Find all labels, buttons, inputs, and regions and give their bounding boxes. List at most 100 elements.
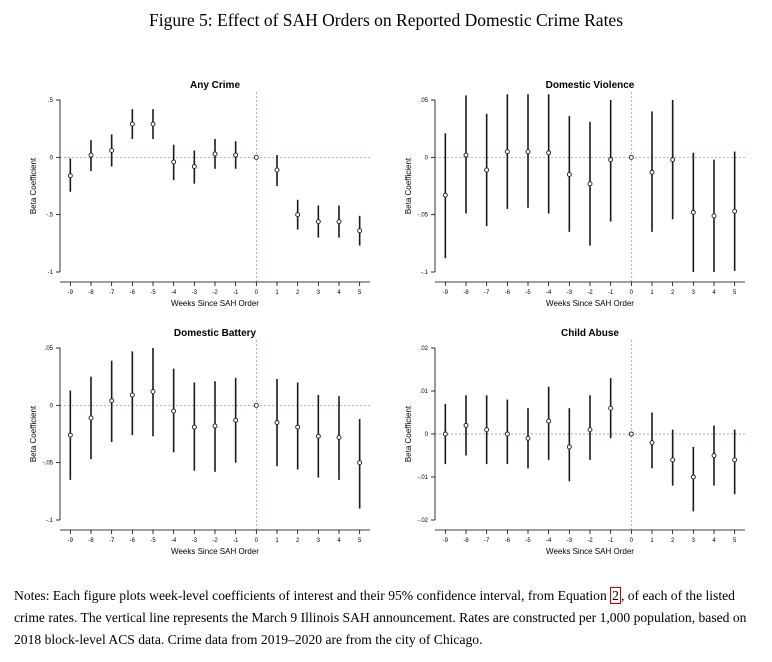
panel-title: Domestic Battery <box>174 328 257 339</box>
panel-title: Domestic Violence <box>546 80 635 91</box>
coefficient-point <box>295 212 301 218</box>
y-tick-label: -.5 <box>46 213 54 219</box>
coefficient-point <box>171 159 177 165</box>
coefficient-point <box>628 154 634 160</box>
x-tick-label: 1 <box>650 290 654 296</box>
coefficient-point <box>336 219 342 224</box>
x-tick-label: -2 <box>212 538 218 544</box>
x-tick-label: 1 <box>650 538 654 544</box>
coefficient-point <box>711 213 717 219</box>
y-tick-label: -.05 <box>418 213 429 219</box>
x-tick-label: -4 <box>171 290 177 296</box>
y-tick-label: 0 <box>50 155 54 161</box>
coefficient-point <box>233 417 239 423</box>
coefficient-point <box>566 172 572 177</box>
x-axis-label: Weeks Since SAH Order <box>171 299 259 308</box>
coefficient-point <box>191 164 197 169</box>
x-tick-label: -6 <box>505 290 511 296</box>
panel-child-abuse: Child Abuse .02 .01 0 -.01 -.02 Beta Coefficie… <box>375 318 761 568</box>
coefficient-point <box>546 150 552 156</box>
x-tick-label: 3 <box>692 538 696 544</box>
x-tick-label: -7 <box>109 290 115 296</box>
x-tick-label: 5 <box>358 538 362 544</box>
x-tick-label: -8 <box>463 290 469 296</box>
x-tick-label: 3 <box>317 290 321 296</box>
x-tick-label: -9 <box>443 290 449 296</box>
x-tick-label: -9 <box>443 538 449 544</box>
coefficient-point <box>150 121 156 127</box>
x-tick-label: 2 <box>671 538 675 544</box>
y-tick-label: .05 <box>45 346 54 352</box>
x-tick-label: -5 <box>150 538 156 544</box>
y-tick-label: -.1 <box>421 270 429 276</box>
y-tick-label: -1 <box>48 270 54 276</box>
x-tick-label: -8 <box>88 538 94 544</box>
chart-child-abuse: Child Abuse .02 .01 0 -.01 -.02 Beta Coefficie… <box>404 328 745 556</box>
equation-reference-link[interactable]: 2 <box>610 587 621 604</box>
x-tick-label: -3 <box>192 538 198 544</box>
x-tick-label: -1 <box>233 290 239 296</box>
x-tick-label: 1 <box>275 290 279 296</box>
x-tick-label: 2 <box>296 538 300 544</box>
coefficient-point <box>295 424 301 430</box>
coefficient-point <box>690 474 696 480</box>
x-tick-label: 3 <box>317 538 321 544</box>
coefficient-point <box>109 398 115 404</box>
coefficient-point <box>525 149 531 155</box>
coefficient-point <box>171 408 177 414</box>
panel-title: Any Crime <box>190 80 240 91</box>
x-tick-label: 0 <box>630 538 634 544</box>
coefficient-point <box>587 181 593 187</box>
y-axis-label: Beta Coefficient <box>29 405 38 462</box>
x-tick-label: -9 <box>68 538 74 544</box>
x-axis-label: Weeks Since SAH Order <box>546 299 634 308</box>
coefficient-point <box>525 435 531 441</box>
coefficient-point <box>711 453 717 458</box>
x-tick-label: 4 <box>712 290 716 296</box>
x-tick-label: -3 <box>567 538 573 544</box>
x-tick-label: 4 <box>337 538 341 544</box>
coefficient-point <box>88 415 94 421</box>
coefficient-point <box>484 167 490 173</box>
y-tick-label: -.01 <box>418 475 429 481</box>
coefficient-point <box>357 460 363 466</box>
coefficient-point <box>608 405 614 411</box>
coefficient-point <box>212 423 218 429</box>
coefficient-point <box>463 152 469 158</box>
coefficient-point <box>253 154 259 160</box>
x-tick-label: -5 <box>525 290 531 296</box>
y-tick-label: -.1 <box>46 518 54 524</box>
y-tick-label: .02 <box>420 346 429 352</box>
coefficient-point <box>670 457 676 463</box>
coefficient-point <box>315 219 321 224</box>
y-tick-label: -.05 <box>43 461 54 467</box>
x-tick-label: -4 <box>171 538 177 544</box>
chart-domestic-violence: Domestic Violence .05 0 -.05 -.1 Beta Coeffic… <box>404 80 745 308</box>
coefficient-point <box>628 431 634 437</box>
coefficient-point <box>129 392 135 398</box>
x-tick-label: -7 <box>484 290 490 296</box>
y-axis-label: Beta Coefficient <box>404 405 413 462</box>
x-tick-label: -1 <box>233 538 239 544</box>
x-tick-label: 2 <box>671 290 675 296</box>
coefficient-point <box>233 152 239 158</box>
x-tick-label: 0 <box>630 290 634 296</box>
coefficient-point <box>484 427 490 433</box>
x-tick-label: 3 <box>692 290 696 296</box>
x-tick-label: -3 <box>192 290 198 296</box>
coefficient-point <box>442 431 448 437</box>
y-tick-label: 0 <box>425 155 429 161</box>
coefficient-point <box>504 431 510 437</box>
x-tick-label: 5 <box>733 538 737 544</box>
coefficient-point <box>150 389 156 395</box>
y-axis-label: Beta Coefficient <box>404 157 413 214</box>
coefficient-point <box>191 424 197 430</box>
coefficient-point <box>253 402 259 408</box>
coefficient-point <box>463 422 469 428</box>
coefficient-point <box>67 432 73 438</box>
x-tick-label: -1 <box>608 538 614 544</box>
x-tick-label: 4 <box>337 290 341 296</box>
x-tick-label: 0 <box>255 290 259 296</box>
x-tick-label: -8 <box>463 538 469 544</box>
x-tick-label: 0 <box>255 538 259 544</box>
